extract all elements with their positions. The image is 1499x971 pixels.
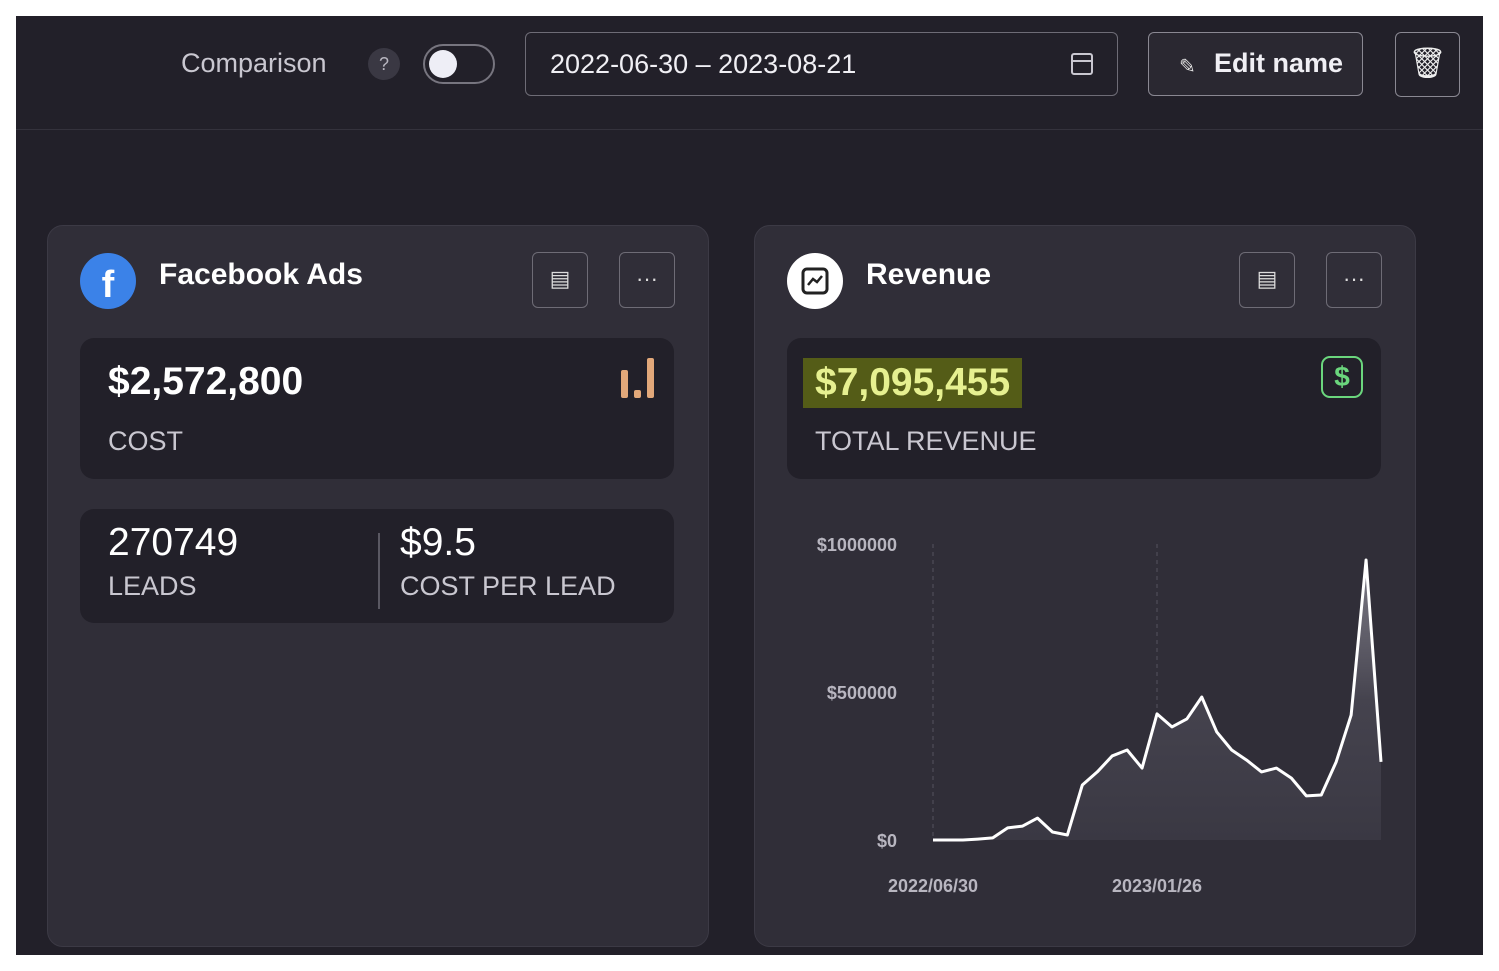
divider (378, 533, 380, 609)
details-button[interactable]: ▤ (1239, 252, 1295, 308)
bar-chart-icon (621, 358, 654, 398)
leads-value: 270749 (108, 521, 239, 564)
leads-label: LEADS (108, 571, 197, 601)
cost-value: $2,572,800 (108, 360, 304, 403)
trend-chart-icon (787, 253, 843, 309)
total-revenue-value: $7,095,455 (803, 358, 1023, 408)
more-options-button[interactable]: ··· (619, 252, 675, 308)
more-options-button[interactable]: ··· (1326, 252, 1382, 308)
comparison-toggle[interactable] (423, 44, 495, 84)
calendar-icon (1071, 53, 1093, 75)
y-tick-label: $0 (877, 831, 897, 851)
revenue-metric: $7,095,455 TOTAL REVENUE $ (787, 338, 1381, 479)
dashboard: Comparison ? 2022-06-30 – 2023-08-21 ✎ E… (16, 16, 1483, 955)
cost-metric: $2,572,800 COST (80, 338, 674, 479)
x-tick-label: 2022/06/30 (888, 876, 978, 896)
date-range-picker[interactable]: 2022-06-30 – 2023-08-21 (525, 32, 1118, 96)
cpl-value: $9.5 (400, 521, 476, 564)
card-title: Facebook Ads (159, 258, 363, 291)
edit-name-button[interactable]: ✎ Edit name (1148, 32, 1363, 96)
details-button[interactable]: ▤ (532, 252, 588, 308)
y-tick-label: $500000 (827, 683, 897, 703)
revenue-card: Revenue ▤ ··· $7,095,455 TOTAL REVENUE $… (754, 225, 1416, 947)
ellipsis-icon: ··· (1343, 266, 1365, 291)
dollar-icon: $ (1321, 356, 1363, 398)
total-revenue-label: TOTAL REVENUE (815, 426, 1037, 456)
help-icon[interactable]: ? (368, 48, 400, 80)
date-range-value: 2022-06-30 – 2023-08-21 (550, 49, 857, 79)
trash-icon: 🗑 (1408, 47, 1447, 80)
x-tick-label: 2023/01/26 (1112, 876, 1202, 896)
toggle-knob (429, 50, 457, 78)
card-title: Revenue (866, 258, 992, 291)
leads-metrics: 270749 LEADS $9.5 COST PER LEAD (80, 509, 674, 623)
facebook-ads-card: f Facebook Ads ▤ ··· $2,572,800 COST 270… (47, 225, 709, 947)
y-tick-label: $1000000 (817, 535, 897, 555)
facebook-logo-icon: f (80, 253, 136, 309)
edit-icon: ✎ (1179, 56, 1196, 78)
revenue-chart: 2022/06/30 2023/01/26 $0 $500000 $1000000 (817, 535, 1383, 896)
ellipsis-icon: ··· (636, 266, 658, 291)
document-icon: ▤ (1256, 266, 1278, 291)
edit-name-label: Edit name (1214, 48, 1344, 78)
cpl-label: COST PER LEAD (400, 571, 616, 601)
toolbar: Comparison ? 2022-06-30 – 2023-08-21 ✎ E… (16, 16, 1483, 130)
delete-button[interactable]: 🗑 (1395, 32, 1460, 97)
comparison-label: Comparison (181, 48, 327, 78)
document-icon: ▤ (549, 266, 571, 291)
cost-label: COST (108, 426, 184, 456)
